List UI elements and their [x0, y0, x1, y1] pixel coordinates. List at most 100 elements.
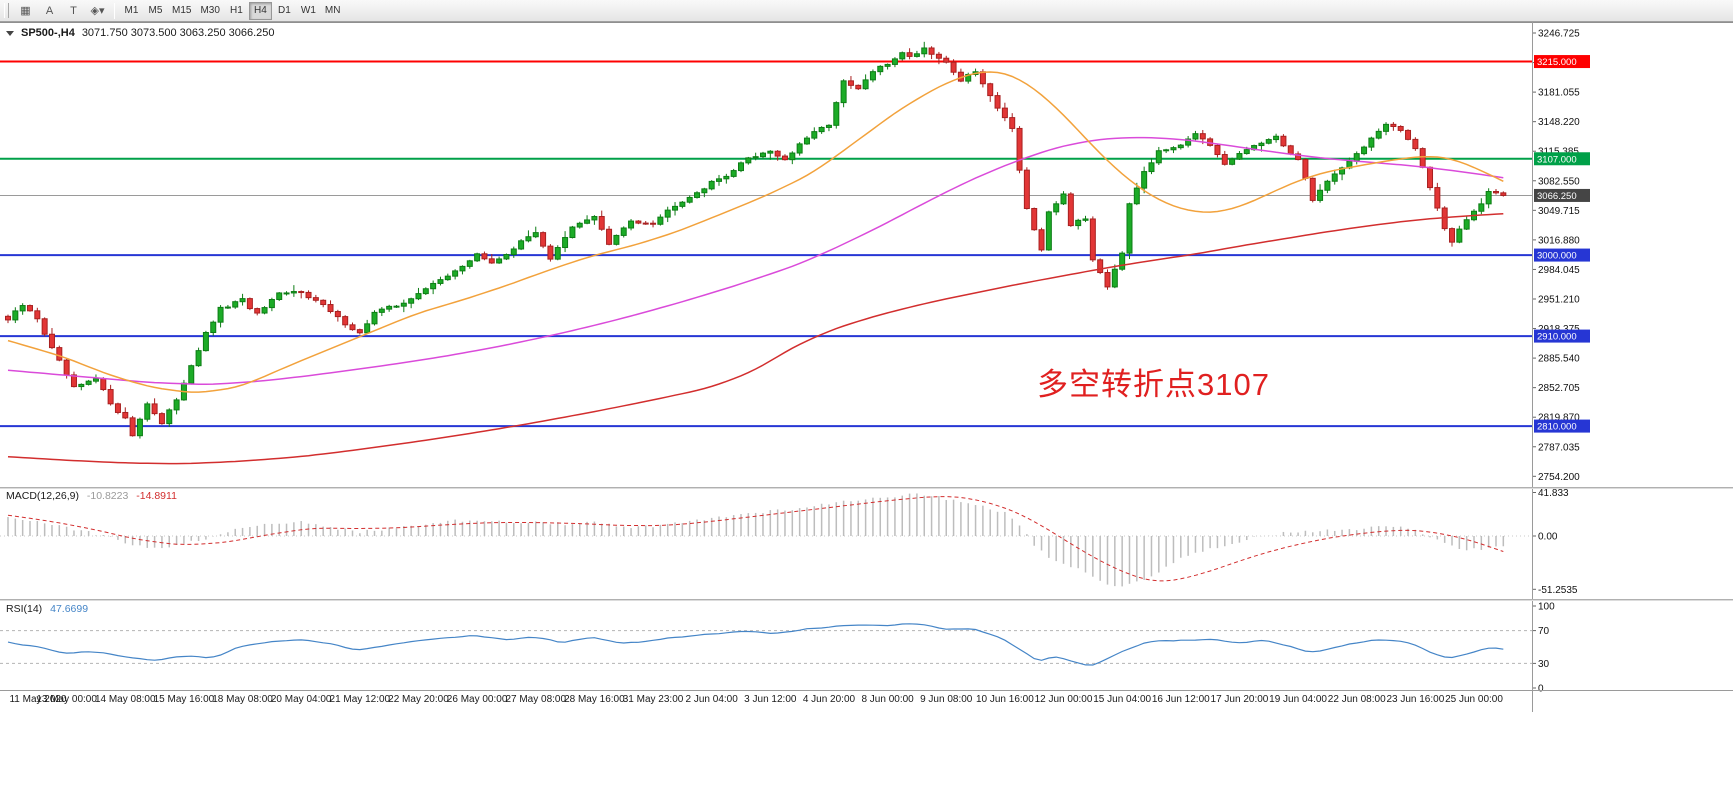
toolbar: ▦ A T ◈▾ M1 M5 M15 M30 H1 H4 D1 W1 MN [0, 0, 1733, 22]
time-label: 19 Jun 04:00 [1269, 694, 1327, 705]
time-label: 2 Jun 04:00 [685, 694, 738, 705]
timeframe-button-w1[interactable]: W1 [300, 5, 316, 16]
time-axis[interactable]: 11 May 2020 13 May 00:00 14 May 08:00 15 Ma… [0, 694, 1733, 710]
timeframe-button-h1[interactable]: H1 [230, 5, 243, 16]
svg-text:2810.000: 2810.000 [1537, 422, 1577, 433]
chevron-down-icon[interactable] [6, 30, 14, 36]
timeframe-button-mn[interactable]: MN [324, 5, 341, 16]
svg-text:2910.000: 2910.000 [1537, 332, 1577, 343]
time-label: 28 May 16:00 [564, 694, 625, 705]
panel-divider-rsi[interactable] [0, 599, 1733, 601]
price-tick-label: 2951.210 [1538, 294, 1580, 305]
timeframe-button-d1[interactable]: D1 [278, 5, 291, 16]
chart-top-border [0, 22, 1733, 23]
timeframe-button-m1[interactable]: M1 [124, 5, 139, 16]
price-tick-label: 2984.045 [1538, 265, 1580, 276]
rsi-scale[interactable]: 100 70 30 0 [1532, 602, 1555, 695]
ma-mid-magenta-line [7, 136, 1504, 385]
macd-tick-label: 41.833 [1538, 488, 1569, 499]
price-scale[interactable]: 3246.7253213.8903181.0553148.2203115.385… [1532, 29, 1580, 483]
svg-text:3107.000: 3107.000 [1537, 154, 1577, 165]
price-tick-label: 2787.035 [1538, 442, 1580, 453]
time-label: 18 May 08:00 [212, 694, 273, 705]
rsi-tick-label: 30 [1538, 659, 1550, 670]
timeframe-button-h4[interactable]: H4 [248, 1, 272, 20]
toolbar-icon-group: ▦ A T ◈▾ [14, 2, 109, 20]
time-label: 26 May 00:00 [446, 694, 508, 705]
price-tag-3000.000[interactable]: 3000.000 [1534, 248, 1590, 262]
time-label: 16 Jun 12:00 [1151, 694, 1210, 705]
macd-tick-label: 0.00 [1538, 532, 1558, 543]
macd-value: -10.8223 [86, 490, 129, 502]
time-label: 31 May 23:00 [622, 694, 684, 705]
macd-signal-line [7, 496, 1504, 582]
svg-text:3215.000: 3215.000 [1537, 57, 1577, 68]
time-label: 22 Jun 08:00 [1327, 694, 1386, 705]
price-tag-2910.000[interactable]: 2910.000 [1534, 329, 1590, 343]
price-tick-label: 3115.385 [1538, 147, 1579, 158]
text-tool-icon[interactable]: T [70, 4, 77, 17]
macd-signal-value: -14.8911 [136, 490, 177, 502]
price-tick-label: 2852.705 [1538, 383, 1580, 394]
ohlc-values: 3071.750 3073.500 3063.250 3066.250 [81, 27, 275, 39]
price-tag-2810.000[interactable]: 2810.000 [1534, 419, 1590, 433]
macd-histogram [7, 493, 1505, 587]
svg-text:3066.250: 3066.250 [1537, 191, 1577, 202]
rsi-value: 47.6699 [50, 603, 89, 615]
time-axis-border [0, 690, 1733, 691]
price-tick-label: 3049.715 [1538, 206, 1580, 217]
chart-title: SP500-,H4 3071.750 3073.500 3063.250 306… [6, 27, 275, 39]
price-tag-3107.000[interactable]: 3107.000 [1534, 152, 1590, 166]
rsi-tick-label: 100 [1538, 602, 1555, 613]
time-label: 22 May 20:00 [388, 694, 449, 705]
price-tick-label: 2885.540 [1538, 354, 1580, 365]
time-label: 17 Jun 20:00 [1210, 694, 1269, 705]
time-label: 20 May 04:00 [270, 694, 332, 705]
price-tick-label: 3181.055 [1538, 88, 1580, 99]
tools-dropdown-icon[interactable]: ◈▾ [90, 5, 105, 17]
ma-slow-red-line [7, 212, 1504, 465]
rsi-header: RSI(14) 47.6699 [6, 603, 93, 615]
svg-text:3000.000: 3000.000 [1537, 251, 1577, 262]
rsi-tick-label: 0 [1538, 684, 1544, 695]
timeframe-button-m30[interactable]: M30 [200, 5, 220, 16]
time-label: 27 May 08:00 [505, 694, 567, 705]
ma-fast-orange-line [7, 71, 1504, 393]
rsi-tick-label: 70 [1538, 626, 1550, 637]
price-tick-label: 2754.200 [1538, 472, 1580, 483]
timeframe-button-m5[interactable]: M5 [148, 5, 163, 16]
horizontal-level-lines [0, 60, 1532, 428]
time-label: 23 Jun 16:00 [1386, 694, 1445, 705]
macd-header: MACD(12,26,9) -10.8223 -14.8911 [6, 490, 182, 502]
panel-divider-macd[interactable] [0, 487, 1733, 489]
price-tag-3215.000[interactable]: 3215.000 [1534, 55, 1590, 69]
price-tick-label: 3246.725 [1538, 29, 1580, 40]
time-label: 12 Jun 00:00 [1034, 694, 1093, 705]
time-label: 10 Jun 16:00 [975, 694, 1034, 705]
price-tick-label: 3082.550 [1538, 176, 1580, 187]
rsi-line [7, 623, 1504, 666]
cursor-a-icon[interactable]: A [45, 4, 54, 17]
rsi-label: RSI(14) [6, 603, 43, 615]
candlesticks [5, 41, 1507, 439]
price-tick-label: 3148.220 [1538, 117, 1580, 128]
time-label: 4 Jun 20:00 [802, 694, 856, 705]
symbol-period: SP500-,H4 [21, 27, 75, 39]
price-tag-3066.250[interactable]: 3066.250 [1534, 188, 1590, 202]
toolbar-drag-handle[interactable] [4, 3, 9, 18]
bar-chart-icon[interactable]: ▦ [20, 5, 31, 17]
price-tick-label: 3016.880 [1538, 235, 1580, 246]
time-label: 21 May 12:00 [329, 694, 391, 705]
price-tick-label: 2819.870 [1538, 413, 1580, 424]
chart-text-annotation: 多空转折点3107 [1037, 367, 1270, 402]
time-label: 3 Jun 12:00 [744, 694, 797, 705]
macd-scale[interactable]: 41.833 0.00 -51.2535 [1532, 488, 1578, 596]
price-axis-separator[interactable] [1532, 22, 1533, 712]
time-label: 8 Jun 00:00 [861, 694, 914, 705]
time-label: 15 May 16:00 [153, 694, 215, 705]
time-label: 15 Jun 04:00 [1093, 694, 1152, 705]
time-label: 13 May 00:00 [36, 694, 97, 705]
timeframe-button-m15[interactable]: M15 [172, 5, 192, 16]
